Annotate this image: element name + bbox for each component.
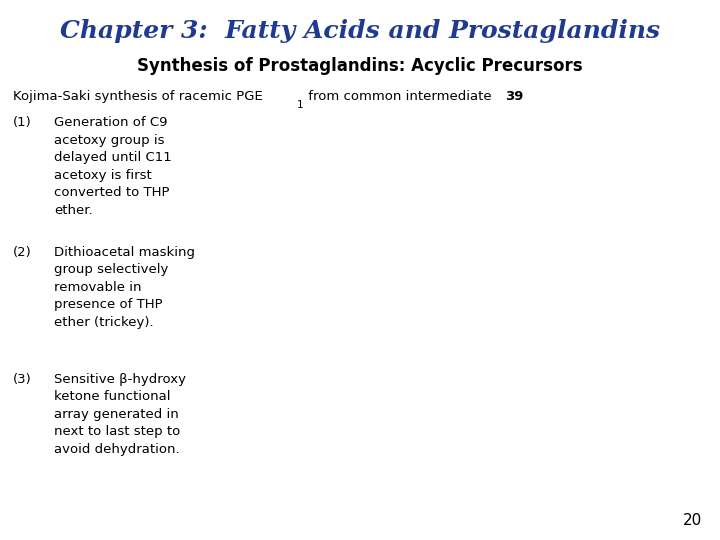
Text: Synthesis of Prostaglandins: Acyclic Precursors: Synthesis of Prostaglandins: Acyclic Pre… bbox=[138, 57, 582, 75]
Text: Dithioacetal masking
group selectively
removable in
presence of THP
ether (trick: Dithioacetal masking group selectively r… bbox=[54, 246, 195, 329]
Text: from common intermediate: from common intermediate bbox=[304, 90, 495, 103]
Text: Sensitive β-hydroxy
ketone functional
array generated in
next to last step to
av: Sensitive β-hydroxy ketone functional ar… bbox=[54, 373, 186, 456]
Text: 39: 39 bbox=[505, 90, 523, 103]
Text: (2): (2) bbox=[13, 246, 32, 259]
Text: (3): (3) bbox=[13, 373, 32, 386]
Text: Chapter 3:  Fatty Acids and Prostaglandins: Chapter 3: Fatty Acids and Prostaglandin… bbox=[60, 19, 660, 43]
Text: Generation of C9
acetoxy group is
delayed until C11
acetoxy is first
converted t: Generation of C9 acetoxy group is delaye… bbox=[54, 116, 172, 217]
Text: 1: 1 bbox=[297, 100, 303, 110]
Text: (1): (1) bbox=[13, 116, 32, 129]
Text: 20: 20 bbox=[683, 513, 702, 528]
Text: Kojima-Saki synthesis of racemic PGE: Kojima-Saki synthesis of racemic PGE bbox=[13, 90, 263, 103]
